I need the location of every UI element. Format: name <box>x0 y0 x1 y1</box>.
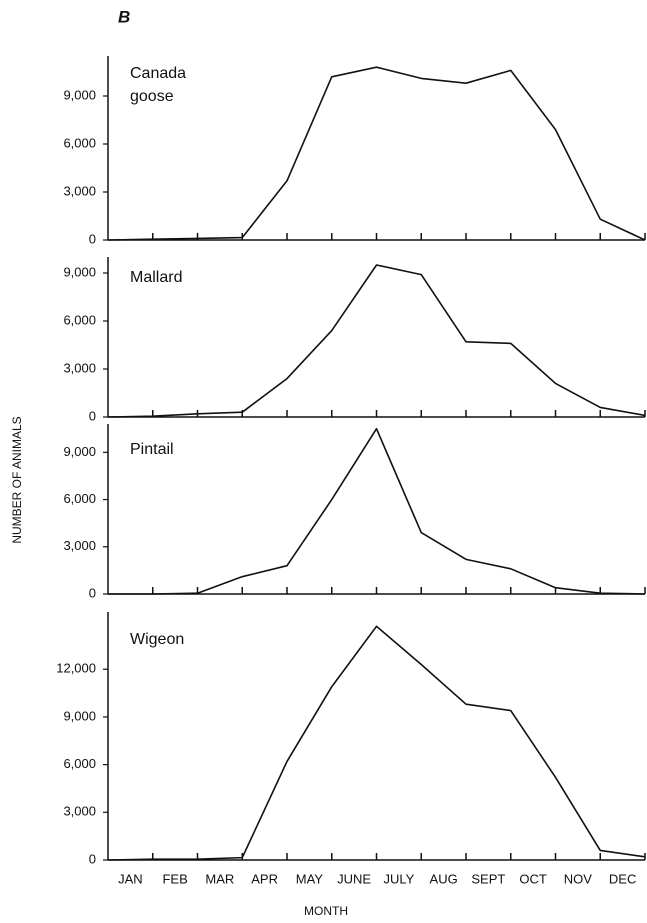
y-tick-label: 0 <box>89 408 96 423</box>
x-tick-label: JAN <box>118 871 143 886</box>
panel-title: Canada goose <box>130 65 187 105</box>
panel-title: Wigeon <box>130 631 185 648</box>
panel-letter: B <box>118 7 130 26</box>
y-tick-label: 3,000 <box>63 804 96 819</box>
y-tick-label: 3,000 <box>63 183 96 198</box>
x-tick-label: FEB <box>162 871 187 886</box>
panel-title: Mallard <box>130 269 183 286</box>
x-tick-label: MAY <box>296 871 324 886</box>
y-tick-label: 6,000 <box>63 491 96 506</box>
line-series <box>108 427 646 595</box>
y-tick-label: 0 <box>89 585 96 600</box>
x-axis-label: MONTH <box>304 904 348 918</box>
panel-title: Pintail <box>130 441 174 458</box>
x-tick-label: AUG <box>430 871 458 886</box>
x-tick-label: APR <box>251 871 278 886</box>
y-tick-label: 3,000 <box>63 538 96 553</box>
line-series <box>107 625 646 861</box>
x-tick-label: DEC <box>609 871 636 886</box>
y-tick-label: 6,000 <box>63 135 96 150</box>
y-tick-label: 9,000 <box>63 264 96 279</box>
line-series <box>107 66 646 241</box>
y-tick-label: 9,000 <box>63 708 96 723</box>
y-axis-label: NUMBER OF ANIMALS <box>10 416 24 543</box>
y-tick-label: 6,000 <box>63 756 96 771</box>
y-tick-label: 0 <box>89 851 96 866</box>
y-tick-label: 0 <box>89 231 96 246</box>
y-tick-label: 9,000 <box>63 87 96 102</box>
y-tick-label: 9,000 <box>63 444 96 459</box>
x-tick-label: NOV <box>564 871 593 886</box>
y-tick-label: 12,000 <box>56 661 96 676</box>
x-tick-label: JUNE <box>337 871 371 886</box>
x-tick-label: SEPT <box>471 871 505 886</box>
x-tick-label: MAR <box>205 871 234 886</box>
y-tick-label: 3,000 <box>63 360 96 375</box>
line-series <box>107 264 646 418</box>
x-tick-label: JULY <box>383 871 414 886</box>
y-tick-label: 6,000 <box>63 312 96 327</box>
x-tick-label: OCT <box>519 871 547 886</box>
